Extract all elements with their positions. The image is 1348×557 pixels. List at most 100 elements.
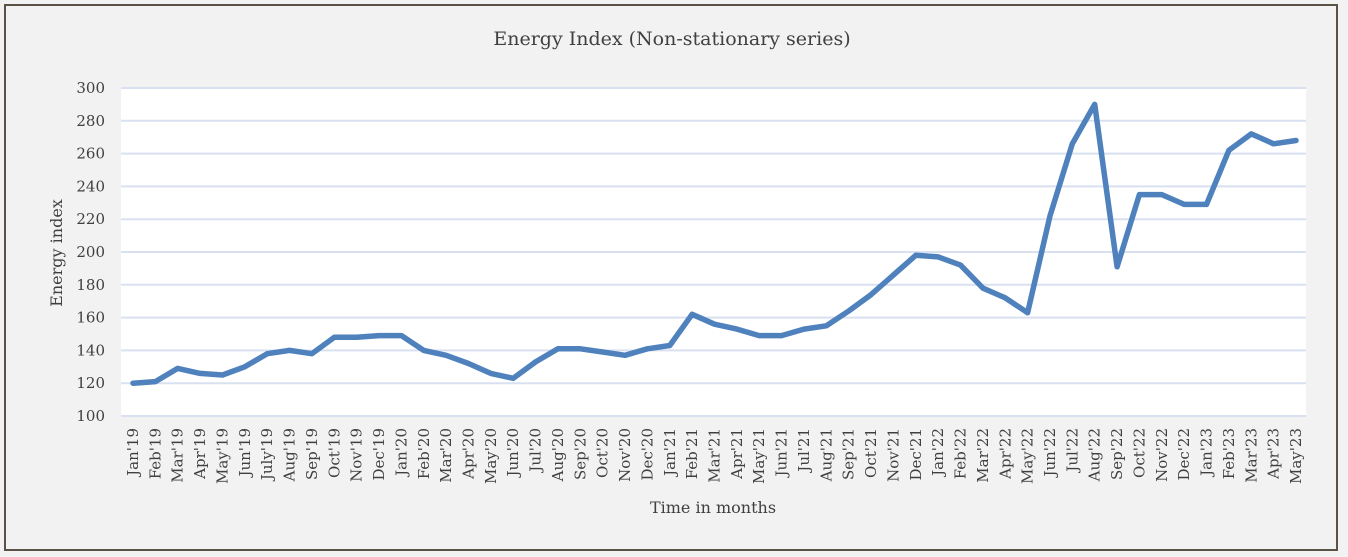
x-tick-label: Aug'19	[281, 428, 299, 482]
data-point	[287, 347, 293, 353]
data-point	[421, 347, 427, 353]
y-tick-label: 140	[76, 341, 105, 359]
data-point	[890, 272, 896, 278]
data-point	[756, 333, 762, 339]
x-tick-label: Mar'23	[1242, 428, 1260, 483]
x-tick-label: Dec'22	[1175, 428, 1193, 481]
x-axis-ticks: Jan'19 Feb'19 Mar'19 Apr'19 May'19 Jun'19 July…	[124, 428, 1305, 484]
data-point	[958, 262, 964, 268]
data-point	[1092, 101, 1098, 107]
x-tick-label: Feb'23	[1220, 428, 1238, 479]
x-tick-label: Sep'22	[1108, 428, 1126, 480]
x-tick-label: Mar'20	[437, 428, 455, 483]
x-tick-label: Oct'21	[862, 428, 880, 478]
data-point	[1025, 310, 1031, 316]
data-point	[309, 351, 315, 357]
data-point	[801, 326, 807, 332]
x-tick-label: Aug'21	[817, 428, 835, 482]
x-tick-label: Jan'22	[929, 428, 947, 478]
x-tick-label: Apr'21	[728, 428, 746, 480]
data-point	[1271, 141, 1277, 147]
x-tick-label: Apr'22	[996, 428, 1014, 480]
data-point	[600, 349, 606, 355]
data-point	[779, 333, 785, 339]
x-tick-label: Apr'19	[191, 428, 209, 480]
x-tick-label: Sep'20	[571, 428, 589, 480]
x-tick-label: Feb'20	[415, 428, 433, 479]
x-tick-label: May'19	[213, 428, 231, 484]
data-point	[577, 346, 583, 352]
data-point	[354, 334, 360, 340]
data-point	[1226, 147, 1232, 153]
data-point	[980, 285, 986, 291]
data-point	[1047, 213, 1053, 219]
x-tick-label: Oct'22	[1130, 428, 1148, 478]
data-point	[1114, 264, 1120, 270]
y-tick-label: 240	[76, 177, 105, 195]
x-tick-label: Mar'22	[974, 428, 992, 483]
x-tick-label: Mar'21	[706, 428, 724, 483]
data-point	[712, 321, 717, 327]
x-tick-label: Feb'22	[952, 428, 970, 479]
y-tick-label: 300	[76, 79, 105, 97]
data-point	[1002, 295, 1008, 301]
data-point	[1069, 141, 1075, 147]
x-tick-label: Apr'23	[1265, 428, 1283, 480]
data-point	[1159, 192, 1165, 198]
data-point	[622, 352, 628, 358]
data-point	[175, 365, 181, 371]
data-point	[868, 292, 874, 298]
y-tick-label: 220	[76, 210, 105, 228]
y-tick-label: 280	[76, 112, 105, 130]
x-tick-label: Aug'22	[1086, 428, 1104, 482]
data-point	[197, 370, 203, 376]
data-point	[1204, 201, 1210, 207]
data-point	[398, 333, 404, 339]
data-point	[219, 372, 225, 378]
x-tick-label: Apr'20	[459, 428, 477, 480]
series-group	[130, 101, 1299, 386]
x-tick-label: Nov'20	[616, 428, 634, 482]
x-tick-label: Dec'20	[638, 428, 656, 481]
x-tick-label: Nov'21	[884, 428, 902, 482]
y-tick-label: 180	[76, 276, 105, 294]
y-axis-ticks: 100 120 140 160 180 200 220 240 260 280 300	[76, 79, 105, 425]
data-point	[823, 323, 829, 329]
data-point	[443, 352, 449, 358]
y-tick-label: 260	[76, 145, 105, 163]
x-tick-label: Sep'19	[303, 428, 321, 480]
x-axis-label: Time in months	[650, 498, 776, 517]
data-point	[1181, 201, 1187, 207]
x-tick-label: Dec'19	[370, 428, 388, 481]
data-point	[1136, 192, 1142, 198]
data-point	[555, 346, 561, 352]
y-tick-label: 100	[76, 407, 105, 425]
data-point	[644, 346, 650, 352]
data-point	[242, 364, 248, 370]
data-point	[488, 370, 494, 376]
x-tick-label: May'22	[1019, 428, 1037, 484]
x-tick-label: Jan'23	[1198, 428, 1216, 478]
x-tick-label: Jan'19	[124, 428, 142, 478]
chart-title: Energy Index (Non-stationary series)	[493, 28, 850, 50]
y-axis-label: Energy index	[47, 199, 66, 307]
data-point	[689, 311, 695, 317]
data-point	[667, 342, 673, 348]
x-tick-label: Jan'20	[392, 428, 410, 478]
x-tick-label: Feb'21	[683, 428, 701, 479]
data-point	[734, 326, 740, 332]
x-tick-label: Oct'20	[594, 428, 612, 478]
x-tick-label: Jul'20	[527, 428, 545, 474]
x-tick-label: Mar'19	[169, 428, 187, 483]
x-tick-label: Jul'21	[795, 428, 813, 474]
x-tick-label: Aug'20	[549, 428, 567, 482]
y-tick-label: 120	[76, 374, 105, 392]
data-point	[376, 333, 382, 339]
y-tick-label: 200	[76, 243, 105, 261]
data-point	[935, 254, 941, 260]
x-tick-label: Jan'21	[661, 428, 679, 478]
y-tick-label: 160	[76, 309, 105, 327]
data-point	[465, 361, 471, 367]
x-tick-label: May'23	[1287, 428, 1305, 484]
